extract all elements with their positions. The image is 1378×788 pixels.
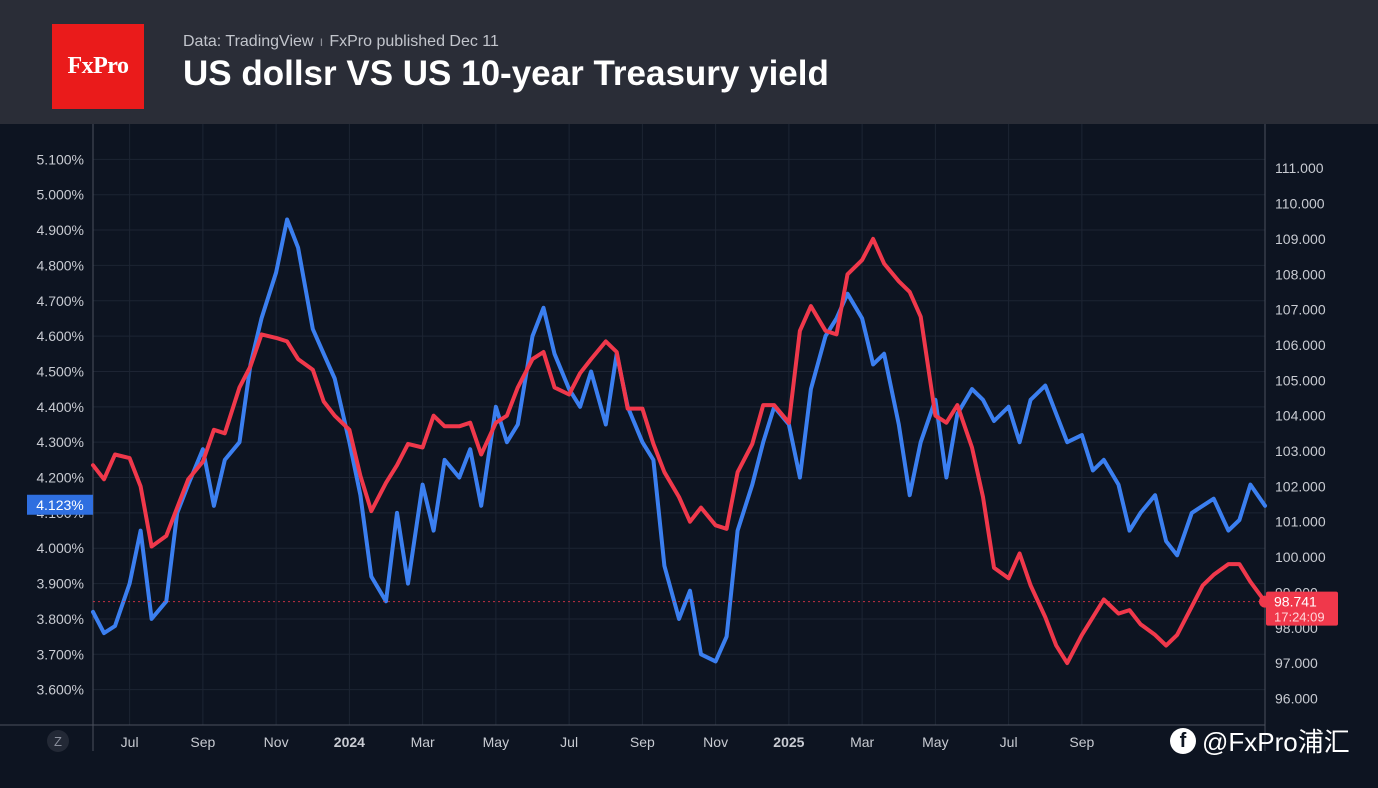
- left-tick-label: 4.600%: [37, 328, 84, 344]
- left-tick-label: 3.700%: [37, 646, 84, 662]
- left-tick-label: 3.600%: [37, 682, 84, 698]
- last-price-dot: [1259, 595, 1271, 608]
- time-tick-label: Mar: [850, 734, 874, 750]
- left-tick-label: 5.100%: [37, 151, 84, 167]
- left-tick-label: 4.000%: [37, 540, 84, 556]
- facebook-icon: f: [1170, 727, 1196, 754]
- left-tick-label: 3.900%: [37, 576, 84, 592]
- dollar-last-value-badge: [1266, 591, 1338, 626]
- left-tick-label: 3.800%: [37, 611, 84, 627]
- price-markers: [93, 595, 1271, 608]
- chart-area[interactable]: 3.600%3.700%3.800%3.900%4.000%4.100%4.20…: [0, 124, 1378, 788]
- data-source: Data: TradingView: [183, 33, 314, 50]
- right-tick-label: 104.000: [1275, 408, 1326, 424]
- time-tick-label: Jul: [1000, 734, 1018, 750]
- right-axis: 96.00097.00098.00099.000100.000101.00010…: [1264, 124, 1338, 751]
- right-tick-label: 111.000: [1275, 160, 1324, 176]
- dollar-index-series-line[interactable]: [91, 236, 1267, 666]
- right-tick-label: 107.000: [1275, 302, 1326, 318]
- right-tick-label: 100.000: [1275, 549, 1326, 565]
- time-axis: Jul Sep Nov 2024 Mar May Jul Sep Nov 2025 Mar May Ju…: [0, 724, 1265, 752]
- time-tick-label: Sep: [1069, 734, 1094, 750]
- left-tick-label: 5.000%: [37, 187, 84, 203]
- chart-subtitle: Data: TradingView ı FxPro published Dec 11: [183, 33, 499, 51]
- left-tick-label: 4.300%: [37, 434, 84, 450]
- time-tick-label: Jul: [121, 734, 139, 750]
- fxpro-logo: FxPro: [52, 24, 144, 109]
- yield-series-line[interactable]: [91, 217, 1267, 664]
- yield-last-value-badge: [27, 494, 93, 515]
- series-layer: [91, 217, 1267, 666]
- right-tick-label: 110.000: [1275, 196, 1325, 212]
- right-tick-label: 101.000: [1275, 514, 1326, 530]
- published-info: FxPro published Dec 11: [329, 33, 499, 50]
- left-tick-label: 4.900%: [37, 222, 84, 238]
- right-tick-label: 106.000: [1275, 337, 1326, 353]
- time-tick-label: Jul: [560, 734, 578, 750]
- right-tick-label: 108.000: [1275, 266, 1326, 282]
- left-tick-label: 4.800%: [37, 257, 84, 273]
- time-tick-label: Sep: [190, 734, 215, 750]
- bar-countdown-label: 17:24:09: [1274, 610, 1325, 625]
- right-tick-label: 105.000: [1275, 372, 1326, 388]
- left-tick-label: 4.700%: [37, 293, 84, 309]
- time-tick-label: Nov: [703, 734, 728, 750]
- time-tick-label: May: [922, 734, 948, 750]
- chart-title: US dollsr VS US 10-year Treasury yield: [183, 54, 829, 93]
- z-button[interactable]: [47, 730, 69, 752]
- chart-grid: [93, 124, 1265, 725]
- left-tick-label: 4.200%: [37, 470, 84, 486]
- z-button-label[interactable]: Z: [54, 734, 62, 749]
- time-tick-label: May: [483, 734, 509, 750]
- dollar-last-value-label: 98.741: [1274, 594, 1317, 610]
- right-tick-label: 109.000: [1275, 231, 1326, 247]
- time-tick-label: 2025: [773, 734, 804, 750]
- time-tick-label: Mar: [411, 734, 435, 750]
- time-tick-label: Nov: [264, 734, 289, 750]
- right-tick-label: 103.000: [1275, 443, 1326, 459]
- left-tick-label: 4.400%: [37, 399, 84, 415]
- time-tick-label: Sep: [630, 734, 655, 750]
- right-tick-label: 97.000: [1275, 655, 1318, 671]
- left-axis: 3.600%3.700%3.800%3.900%4.000%4.100%4.20…: [27, 124, 94, 751]
- subtitle-separator: ı: [319, 33, 324, 49]
- time-tick-label: 2024: [334, 734, 365, 750]
- right-tick-label: 96.000: [1275, 690, 1318, 706]
- left-tick-label: 4.500%: [37, 363, 84, 379]
- right-tick-label: 102.000: [1275, 478, 1326, 494]
- yield-last-value-label: 4.123%: [36, 497, 83, 513]
- watermark-text: @FxPro浦汇: [1202, 727, 1350, 757]
- header-bar: FxPro Data: TradingView ı FxPro published …: [0, 0, 1378, 124]
- watermark: f @FxPro浦汇: [1170, 722, 1350, 759]
